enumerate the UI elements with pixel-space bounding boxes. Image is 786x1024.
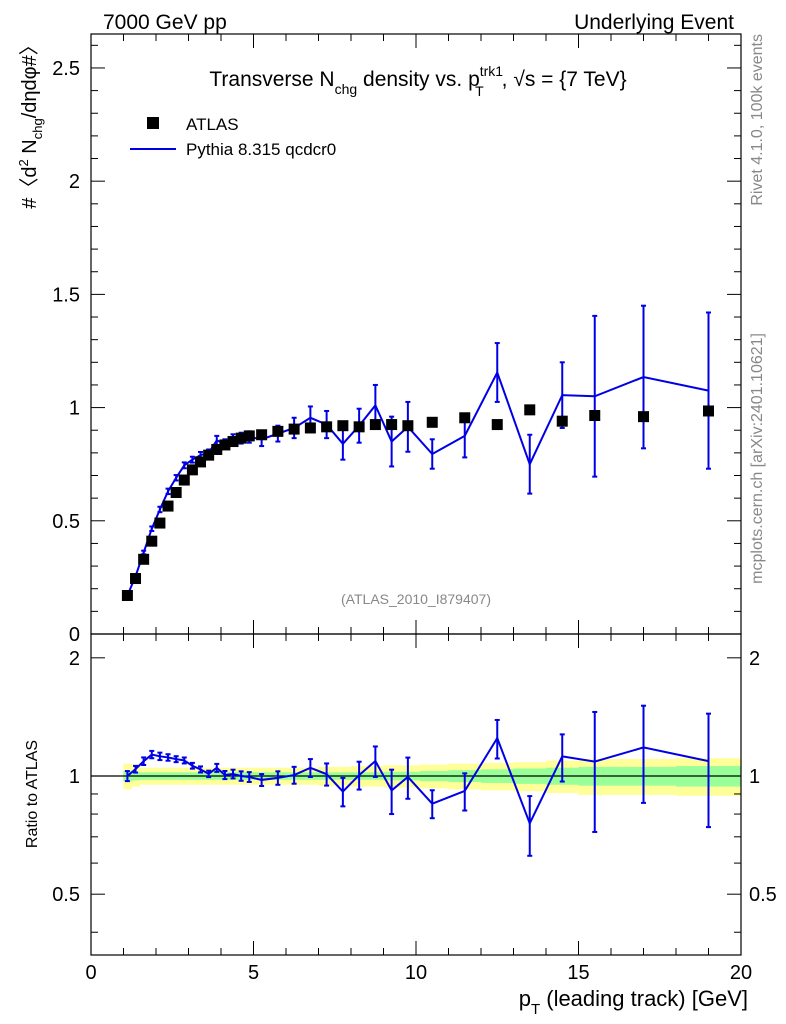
- mc-ratio-line: [126, 735, 709, 826]
- ratio-tick-label-right: 2: [749, 648, 760, 670]
- atlas-data-point: [186, 464, 198, 476]
- atlas-data-point: [146, 535, 158, 547]
- x-tick-label: 20: [730, 962, 752, 984]
- atlas-data-point: [288, 423, 300, 435]
- y-tick-label: 2.5: [52, 58, 80, 80]
- ratio-tick-label-right: 0.5: [749, 884, 777, 906]
- mc-ratio-series: [124, 704, 711, 857]
- ratio-tick-label-left: 2: [69, 648, 80, 670]
- ylabel-sub: chg: [30, 118, 45, 139]
- atlas-data-point: [138, 553, 150, 565]
- atlas-data-point: [235, 432, 247, 444]
- y-axis-label-main: #〈d2 Nchg/dηdφ#〉: [16, 35, 45, 208]
- atlas-data-point: [256, 429, 268, 441]
- atlas-data-point: [491, 419, 503, 431]
- y-tick-label: 0.5: [52, 511, 80, 533]
- xlabel-sub: T: [531, 1001, 540, 1018]
- atlas-data-point: [369, 419, 381, 431]
- ylabel-part-c: /dηdφ#〉: [19, 35, 41, 118]
- x-tick-label: 0: [85, 962, 96, 984]
- atlas-data-point: [195, 456, 207, 468]
- ratio-tick-label-left: 0.5: [52, 884, 80, 906]
- x-tick-label: 15: [567, 962, 589, 984]
- ylabel-part-a: #〈d: [19, 166, 41, 208]
- y-tick-label: 1.5: [52, 284, 80, 306]
- atlas-data-point: [426, 416, 438, 428]
- atlas-data-point: [524, 404, 536, 416]
- atlas-data-point: [121, 590, 133, 602]
- rivet-label: Rivet 4.1.0, 100k events: [749, 34, 766, 206]
- y-tick-label: 0: [69, 624, 80, 646]
- y-tick-label: 2: [69, 171, 80, 193]
- analysis-watermark: (ATLAS_2010_I879407): [341, 591, 491, 607]
- y-axis-label-ratio: Ratio to ATLAS: [24, 740, 41, 848]
- legend-data-label: ATLAS: [186, 115, 239, 134]
- atlas-data-point: [703, 405, 714, 417]
- atlas-data-point: [337, 420, 349, 432]
- title-mid: density vs. p: [357, 68, 480, 91]
- ylabel-sup: 2: [16, 159, 31, 166]
- xlabel-tail: (leading track) [GeV]: [540, 986, 748, 1011]
- atlas-data-point: [589, 410, 601, 422]
- header-left: 7000 GeV pp: [103, 11, 227, 34]
- atlas-data-point: [402, 420, 414, 432]
- atlas-data-point: [154, 517, 166, 529]
- atlas-data-point: [304, 422, 316, 434]
- atlas-data-point: [638, 411, 649, 423]
- y-tick-label: 1: [69, 398, 80, 420]
- atlas-data-point: [353, 421, 365, 433]
- title-mid-sub: T: [475, 83, 484, 99]
- title-main: Transverse N: [209, 68, 334, 91]
- atlas-data-point: [130, 573, 142, 585]
- atlas-data-point: [227, 436, 239, 448]
- x-tick-label: 10: [405, 962, 427, 984]
- ratio-tick-label-right: 1: [749, 766, 760, 788]
- atlas-data-series: [121, 404, 714, 602]
- atlas-data-point: [272, 425, 284, 437]
- atlas-data-point: [219, 439, 231, 451]
- header-right: Underlying Event: [574, 11, 734, 34]
- ratio-tick-label-left: 1: [69, 766, 80, 788]
- atlas-data-point: [211, 443, 223, 455]
- title-mid-sup: trk1: [480, 63, 504, 79]
- mcplots-label: mcplots.cern.ch [arXiv:2401.10621]: [749, 333, 766, 584]
- atlas-data-point: [459, 412, 471, 424]
- x-tick-label: 5: [248, 962, 259, 984]
- xlabel-main: p: [519, 986, 531, 1011]
- legend-mc-label: Pythia 8.315 qcdcr0: [186, 140, 336, 159]
- legend: ATLAS Pythia 8.315 qcdcr0: [130, 115, 336, 159]
- atlas-data-point: [170, 486, 182, 498]
- atlas-data-point: [162, 500, 174, 512]
- axes: 0 5 10 15 20 0 0.5 1 1.5 2 2.5 0.5 0.5 1 1 2 2: [52, 33, 777, 984]
- atlas-data-point: [386, 419, 398, 431]
- mc-main-line: [126, 369, 709, 596]
- atlas-data-point: [321, 421, 333, 433]
- title-tail: , √s = {7 TeV}: [502, 68, 627, 91]
- atlas-data-point: [178, 474, 190, 486]
- title-main-sub: chg: [335, 81, 358, 97]
- ylabel-part-b: N: [19, 139, 41, 159]
- x-axis-label: pT (leading track) [GeV]: [519, 986, 748, 1018]
- legend-data-marker: [147, 117, 159, 129]
- chart-title: Transverse Nchg density vs. ptrk1 T , √s =…: [209, 63, 626, 99]
- atlas-data-point: [243, 430, 255, 442]
- atlas-data-point: [203, 449, 215, 461]
- atlas-data-point: [556, 415, 568, 427]
